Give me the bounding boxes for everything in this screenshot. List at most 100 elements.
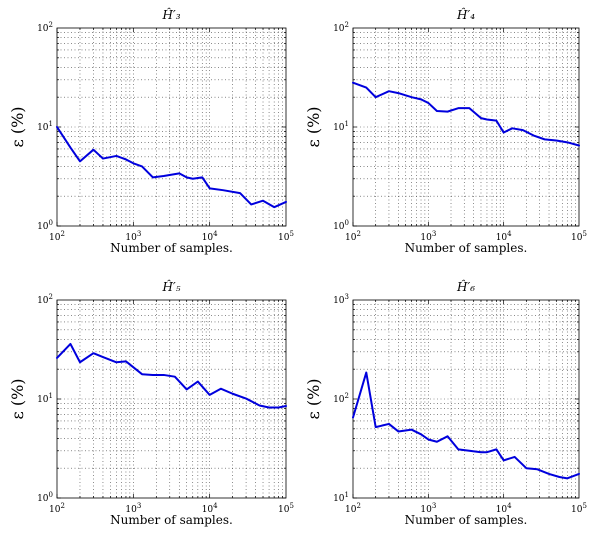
y-tick-base: 10 [333, 296, 345, 306]
data-point [375, 96, 377, 98]
x-tick-base: 10 [420, 233, 432, 243]
y-tick-base: 10 [37, 222, 49, 232]
data-point [397, 430, 399, 432]
x-tick-label: 105 [278, 230, 294, 243]
y-axis-label: ε (%) [304, 378, 323, 419]
x-tick-label: 102 [345, 230, 361, 243]
data-point [352, 82, 354, 84]
data-point [525, 467, 527, 469]
y-tick-label: 102 [333, 21, 349, 34]
x-tick-base: 10 [49, 505, 61, 515]
data-point [480, 117, 482, 119]
data-point [79, 160, 81, 162]
x-axis-label: Number of samples. [405, 241, 528, 255]
y-axis-label: ε (%) [304, 106, 323, 147]
x-tick-exponent: 5 [582, 230, 586, 238]
x-tick-exponent: 3 [137, 230, 141, 238]
data-point [79, 361, 81, 363]
data-point [578, 145, 580, 147]
data-point [102, 158, 104, 160]
data-point [420, 98, 422, 100]
data-point [486, 451, 488, 453]
data-point [522, 129, 524, 131]
data-point [174, 376, 176, 378]
data-point [163, 175, 165, 177]
data-point [578, 473, 580, 475]
y-axis-label: ε (%) [8, 378, 27, 419]
data-point [468, 107, 470, 109]
y-tick-exponent: 2 [345, 392, 349, 400]
grid [57, 28, 286, 226]
data-point [536, 468, 538, 470]
y-tick-label: 100 [333, 219, 349, 232]
grid [353, 300, 579, 498]
series-line [352, 81, 580, 147]
x-tick-base: 10 [345, 505, 357, 515]
data-point [558, 476, 560, 478]
x-axis-label: Number of samples. [110, 241, 233, 255]
data-point [239, 192, 241, 194]
x-tick-exponent: 3 [137, 502, 141, 510]
data-point [436, 110, 438, 112]
data-point [427, 438, 429, 440]
data-point [186, 176, 188, 178]
data-point [447, 435, 449, 437]
x-tick-exponent: 4 [507, 502, 512, 510]
data-point [125, 360, 127, 362]
data-point [388, 90, 390, 92]
x-tick-label: 105 [278, 502, 294, 515]
data-point [420, 433, 422, 435]
chart-title: Ĥ′₅ [162, 279, 181, 294]
y-tick-exponent: 1 [345, 491, 349, 499]
data-point [375, 426, 377, 428]
y-tick-exponent: 0 [49, 219, 53, 227]
x-tick-base: 10 [496, 233, 508, 243]
x-axis-label: Number of samples. [110, 513, 233, 527]
data-point [352, 417, 354, 419]
y-tick-exponent: 3 [345, 293, 349, 301]
data-point [209, 187, 211, 189]
x-tick-base: 10 [571, 233, 583, 243]
x-tick-exponent: 3 [432, 502, 436, 510]
y-tick-base: 10 [37, 395, 49, 405]
data-point [447, 111, 449, 113]
grid [353, 28, 579, 226]
y-tick-base: 10 [37, 24, 49, 34]
y-tick-label: 102 [37, 21, 53, 34]
data-point [141, 373, 143, 375]
data-point [495, 448, 497, 450]
chart-title: Ĥ′₄ [456, 7, 475, 22]
x-tick-exponent: 5 [289, 230, 293, 238]
y-tick-exponent: 1 [345, 120, 349, 128]
y-tick-exponent: 1 [49, 120, 53, 128]
x-tick-exponent: 2 [60, 230, 64, 238]
plot-area [57, 28, 286, 226]
data-point [232, 393, 234, 395]
y-tick-label: 101 [333, 120, 349, 133]
y-tick-label: 102 [37, 293, 53, 306]
data-point [268, 407, 270, 409]
x-tick-base: 10 [202, 505, 214, 515]
y-tick-label: 101 [37, 392, 53, 405]
x-tick-base: 10 [571, 505, 583, 515]
x-tick-base: 10 [125, 505, 137, 515]
x-tick-exponent: 4 [213, 230, 218, 238]
data-point [132, 162, 134, 164]
data-point [92, 149, 94, 151]
series-line [352, 371, 580, 480]
x-tick-label: 103 [125, 230, 141, 243]
data-point [544, 138, 546, 140]
data-point [503, 459, 505, 461]
x-tick-label: 103 [125, 502, 141, 515]
x-tick-base: 10 [278, 233, 290, 243]
x-tick-exponent: 4 [213, 502, 218, 510]
y-tick-label: 100 [37, 491, 53, 504]
x-tick-exponent: 2 [356, 230, 360, 238]
y-tick-exponent: 0 [49, 491, 53, 499]
data-point [186, 388, 188, 390]
data-point [436, 441, 438, 443]
x-tick-label: 103 [420, 230, 436, 243]
y-tick-label: 101 [37, 120, 53, 133]
